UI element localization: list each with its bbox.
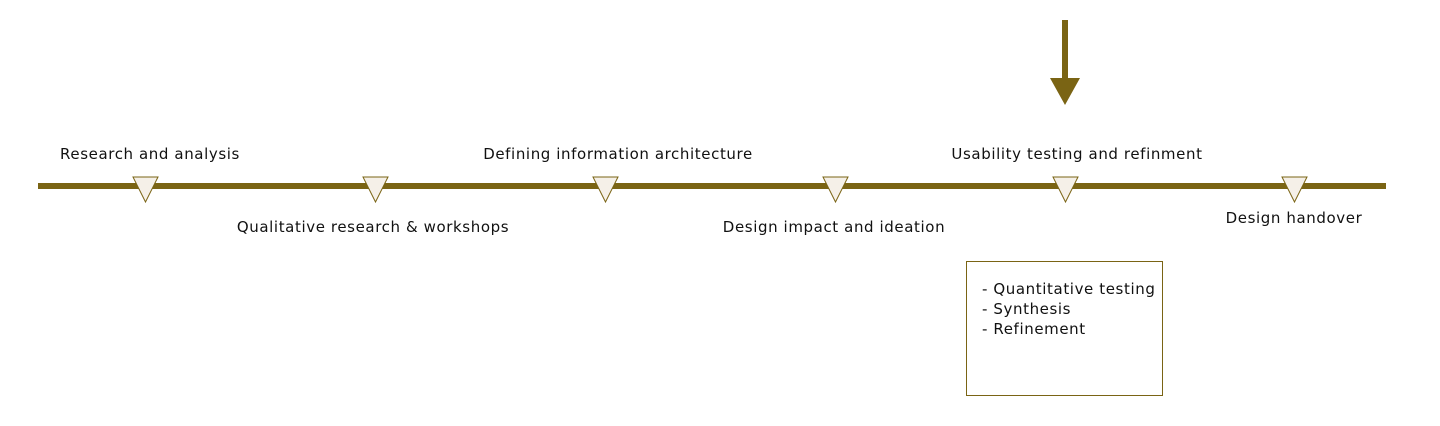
stage-label-research-and-analysis: Research and analysis bbox=[60, 145, 240, 163]
milestone-marker-4 bbox=[822, 176, 849, 204]
milestone-marker-1 bbox=[132, 176, 159, 204]
stage-label-design-handover: Design handover bbox=[1225, 209, 1363, 227]
milestone-marker-5 bbox=[1052, 176, 1079, 204]
milestone-marker-6 bbox=[1281, 176, 1308, 204]
stage-label-information-architecture: Defining information architecture bbox=[483, 145, 753, 163]
detail-item-quantitative-testing: - Quantitative testing bbox=[982, 280, 1156, 298]
detail-item-refinement: - Refinement bbox=[982, 320, 1086, 338]
detail-item-synthesis: - Synthesis bbox=[982, 300, 1072, 318]
timeline-axis bbox=[38, 183, 1386, 189]
stage-label-qualitative-research: Qualitative research & workshops bbox=[236, 218, 510, 236]
stage-detail-box: - Quantitative testing - Synthesis - Ref… bbox=[966, 261, 1163, 396]
stage-label-usability-testing: Usability testing and refinment bbox=[951, 145, 1203, 163]
current-stage-arrow bbox=[1050, 20, 1080, 105]
stage-label-design-impact: Design impact and ideation bbox=[722, 218, 946, 236]
milestone-marker-2 bbox=[362, 176, 389, 204]
milestone-marker-3 bbox=[592, 176, 619, 204]
